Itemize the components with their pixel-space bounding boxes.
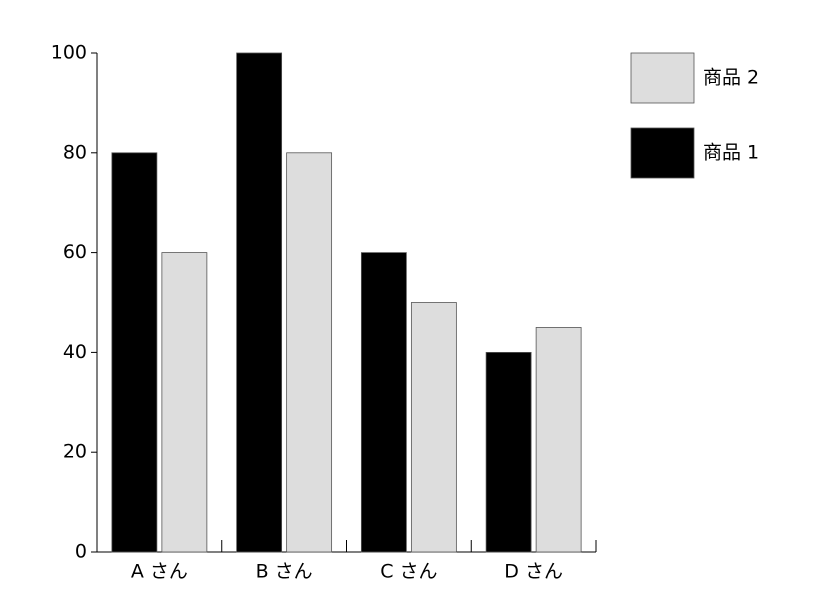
bar [360, 252, 407, 553]
y-tick-label: 80 [63, 141, 87, 163]
legend-swatch [630, 52, 695, 104]
x-tick-label: D さん [504, 561, 563, 583]
legend-swatch [630, 127, 695, 179]
y-tick-label: 0 [75, 541, 87, 563]
bar [410, 302, 457, 553]
bar [111, 152, 158, 553]
bar [485, 351, 532, 553]
bar [535, 327, 582, 553]
bar [236, 52, 283, 553]
y-tick-label: 100 [51, 42, 87, 64]
y-tick-label: 40 [63, 341, 87, 363]
y-tick-label: 20 [63, 441, 87, 463]
bar [286, 152, 333, 553]
legend-label: 商品 1 [703, 142, 759, 164]
legend-label: 商品 2 [703, 67, 759, 89]
x-tick-label: A さん [131, 561, 188, 583]
bar [161, 252, 208, 553]
y-tick-label: 60 [63, 241, 87, 263]
x-tick-label: C さん [380, 561, 437, 583]
x-tick-label: B さん [256, 561, 313, 583]
